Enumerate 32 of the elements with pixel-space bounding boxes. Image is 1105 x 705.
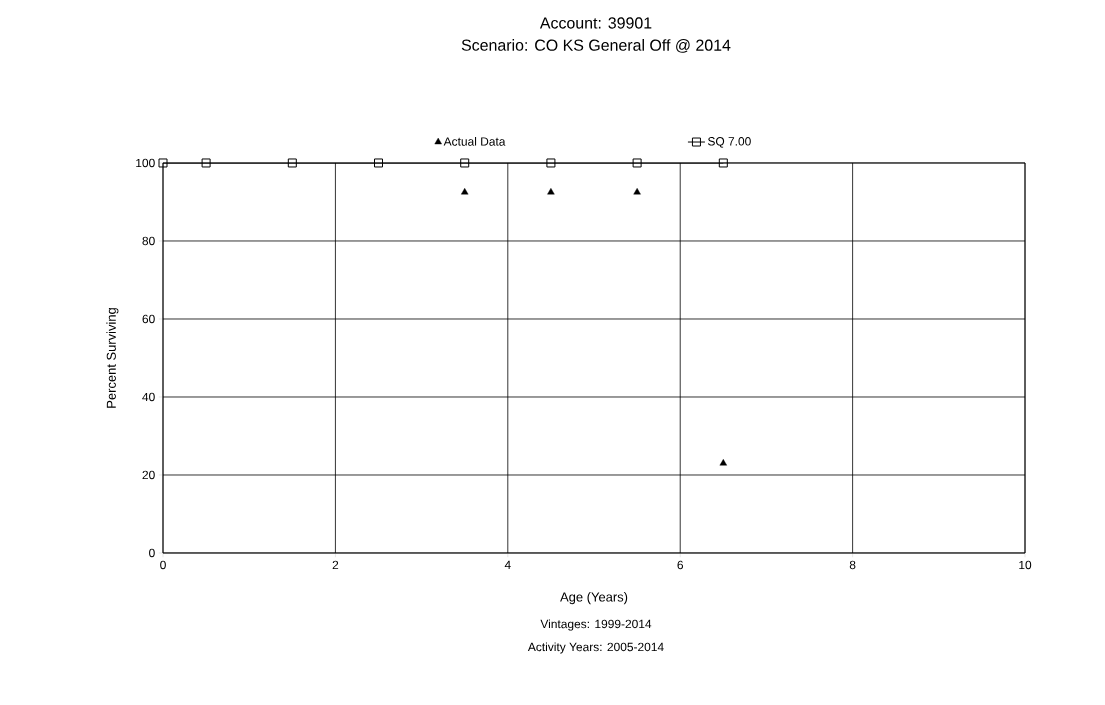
y-tick-label: 100 — [136, 158, 155, 168]
y-tick-label: 60 — [142, 314, 155, 324]
point — [374, 158, 384, 168]
x-axis-title: Age (Years) — [560, 592, 628, 605]
point — [201, 158, 211, 168]
x-tick-label: 10 — [1019, 560, 1032, 570]
point — [546, 158, 556, 168]
point — [461, 188, 469, 195]
point — [633, 188, 641, 195]
y-tick-label: 80 — [142, 236, 155, 246]
legend-label: SQ 7.00 — [707, 137, 751, 148]
legend-label: Actual Data — [443, 136, 506, 146]
text: Vintages: 1999-2014 — [540, 619, 652, 631]
point — [158, 158, 168, 168]
x-tick-label: 0 — [160, 560, 166, 570]
y-tick-label: 20 — [142, 470, 155, 480]
point — [718, 158, 728, 168]
chart-title: Account: 39901 — [539, 17, 652, 29]
x-tick-label: 8 — [849, 560, 856, 570]
point — [547, 188, 555, 195]
y-tick-label: 40 — [142, 392, 155, 402]
y-tick-label: 0 — [149, 548, 155, 558]
point — [719, 459, 727, 466]
chart-subtitle: Scenario: CO KS General Off @ 2014 — [461, 39, 731, 53]
point — [460, 158, 470, 168]
text: Activity Years: 2005-2014 — [527, 642, 664, 654]
point — [632, 158, 642, 168]
x-tick-label: 2 — [332, 560, 339, 570]
x-tick-label: 6 — [677, 560, 684, 570]
y-axis-title: Percent Surviving — [106, 308, 119, 408]
x-tick-label: 4 — [504, 560, 511, 569]
point — [287, 158, 297, 168]
